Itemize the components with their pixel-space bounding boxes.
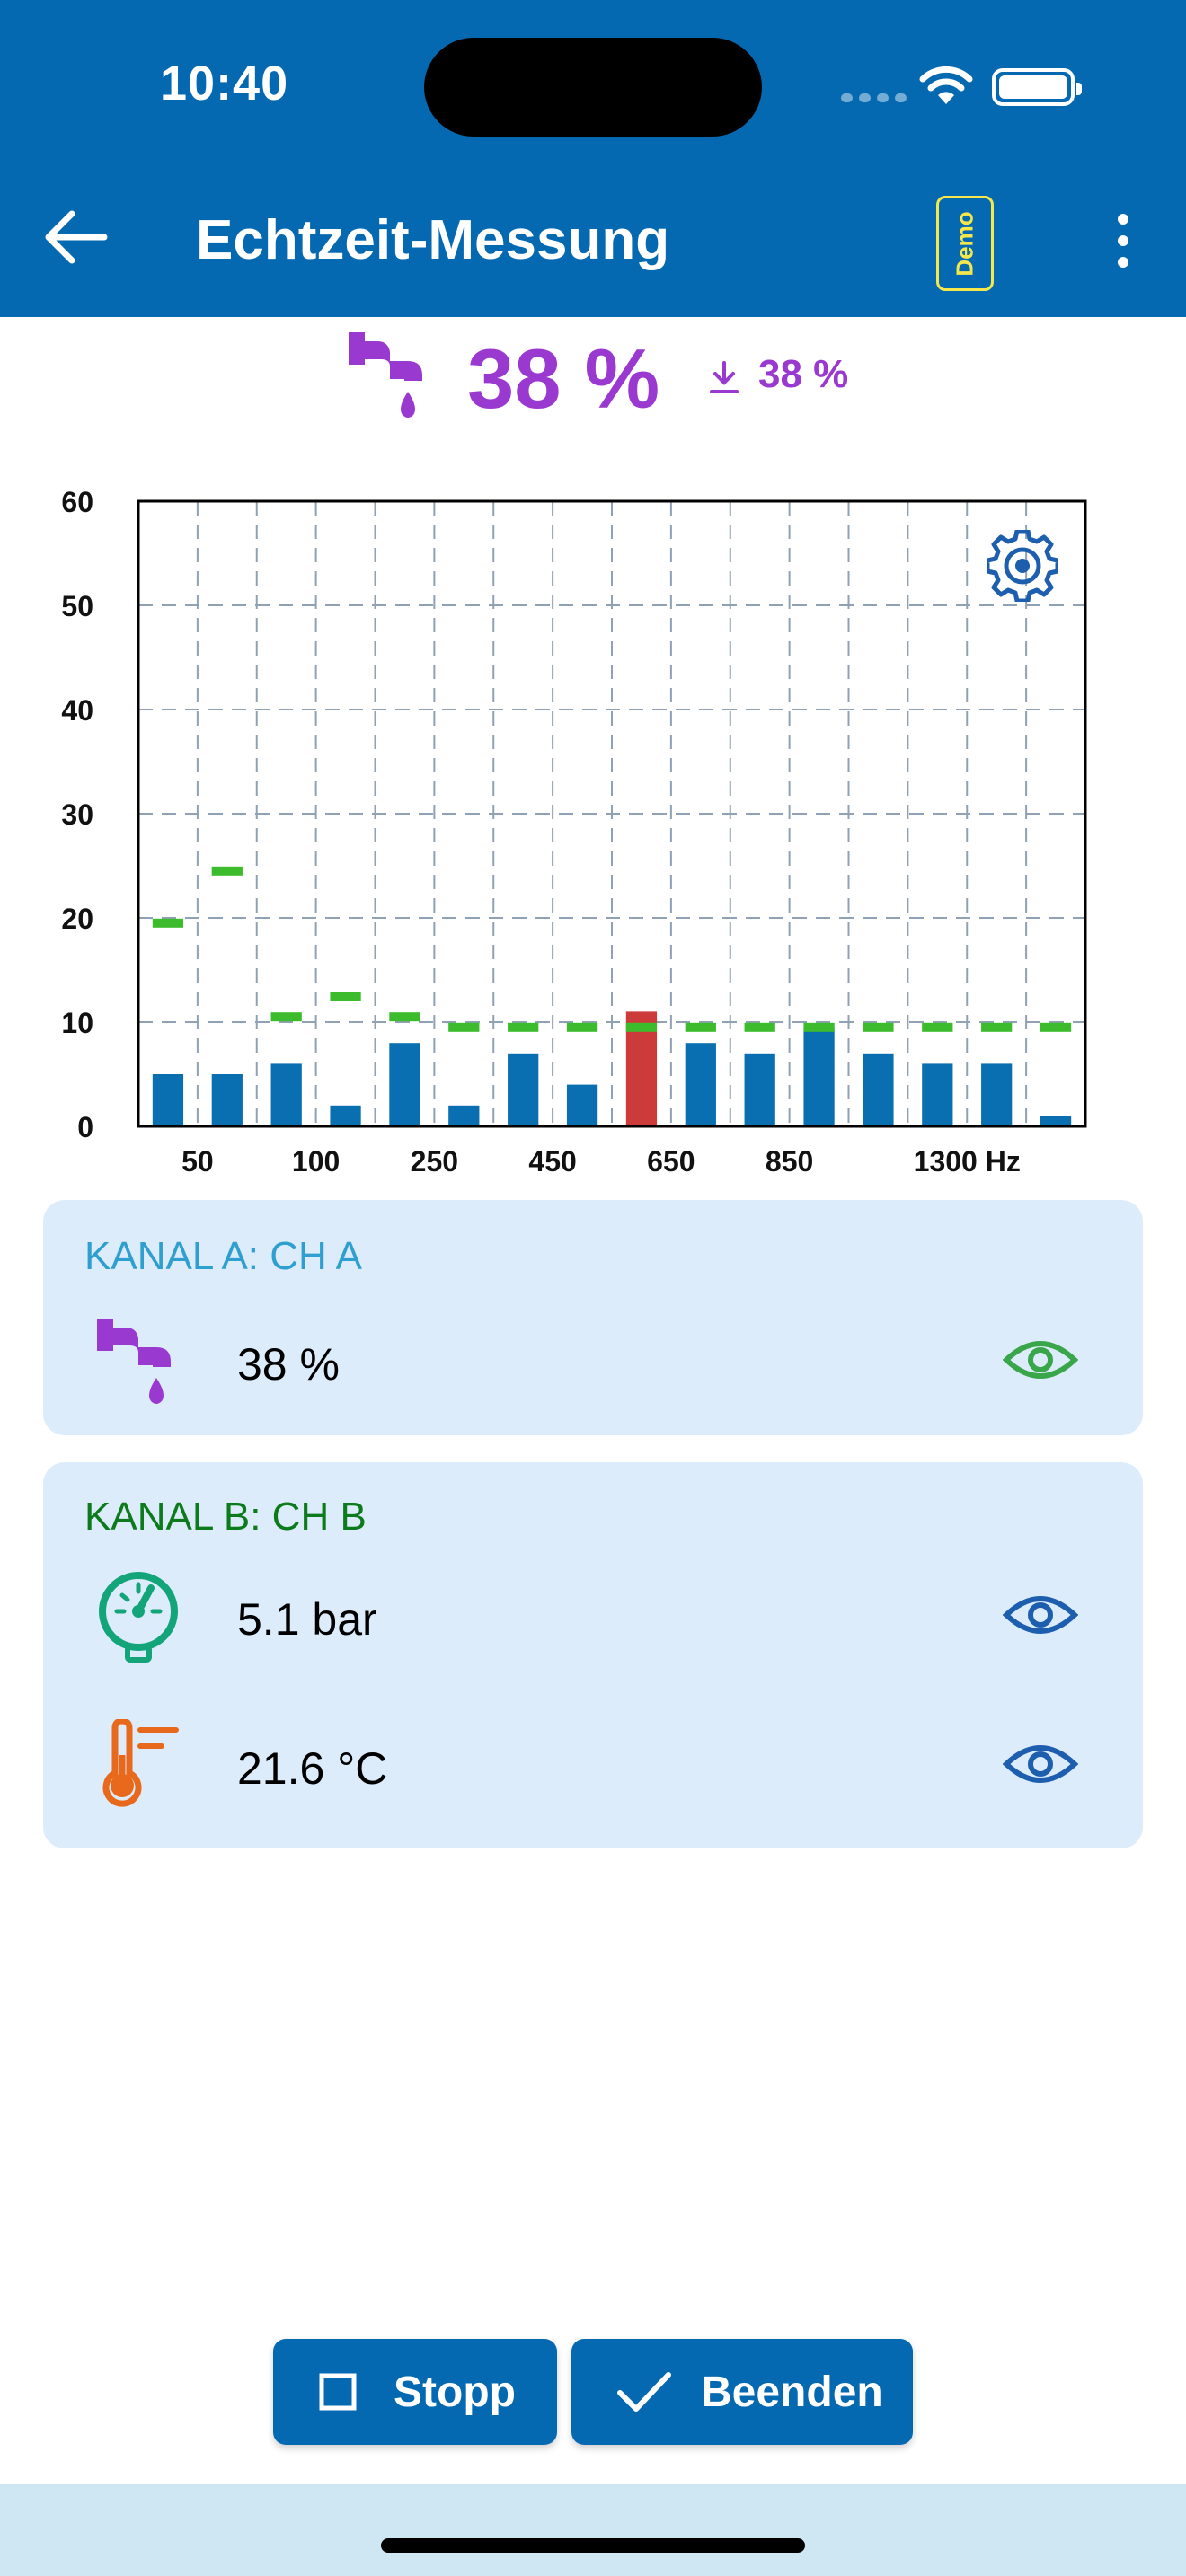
chart-settings-gear-icon[interactable] (987, 530, 1058, 602)
stop-button-label: Stopp (394, 2368, 516, 2416)
x-tick-label: 250 (411, 1145, 458, 1178)
threshold-marker (330, 992, 361, 1001)
frequency-chart: 0 10 20 30 40 50 60 50 100 250 450 650 850 1300 Hz (36, 485, 1150, 1186)
x-tick-label: 850 (766, 1145, 813, 1178)
stop-button[interactable]: Stopp (273, 2339, 557, 2445)
threshold-marker (863, 1022, 894, 1032)
y-tick-label: 50 (61, 590, 93, 622)
chart-bar (685, 1043, 716, 1126)
channel-b-temperature-value: 21.6 °C (237, 1743, 388, 1794)
threshold-marker (981, 1022, 1013, 1032)
chart-bar (211, 1074, 243, 1126)
chart-bar (1040, 1116, 1072, 1126)
wifi-icon (919, 66, 973, 104)
y-tick-label: 10 (61, 1007, 93, 1039)
chart-bar (744, 1053, 775, 1126)
visibility-eye-icon[interactable] (1003, 1737, 1078, 1791)
y-tick-label: 20 (61, 903, 93, 935)
pressure-gauge-icon (99, 1572, 178, 1663)
threshold-marker (685, 1022, 716, 1032)
channel-b-row-temperature: 21.6 °C (43, 1710, 1143, 1818)
check-icon (617, 2372, 671, 2412)
battery-icon (992, 68, 1082, 106)
x-tick-label: 650 (647, 1145, 695, 1178)
channel-b-pressure-value: 5.1 bar (237, 1594, 377, 1645)
x-tick-label: 1300 Hz (914, 1145, 1021, 1178)
chart-bar (330, 1105, 361, 1126)
bottom-bar (0, 2484, 1186, 2576)
chart-bar (508, 1053, 539, 1126)
demo-badge-label: Demo (951, 210, 978, 277)
more-menu-icon[interactable] (1105, 214, 1141, 268)
channel-a-value: 38 % (237, 1339, 340, 1389)
visibility-eye-icon[interactable] (1003, 1588, 1078, 1642)
threshold-marker (211, 866, 243, 876)
threshold-marker (508, 1022, 539, 1032)
channel-a-title: KANAL A: CH A (84, 1234, 362, 1278)
y-tick-label: 30 (61, 798, 93, 831)
chart-bar (922, 1063, 953, 1126)
x-tick-label: 50 (181, 1145, 214, 1178)
status-time: 10:40 (160, 57, 289, 110)
visibility-eye-icon[interactable] (1003, 1333, 1078, 1387)
threshold-marker (448, 1022, 480, 1032)
finish-button[interactable]: Beenden (571, 2339, 913, 2445)
chart-bar (803, 1027, 835, 1126)
chart-bar (566, 1084, 598, 1126)
threshold-marker (625, 1022, 658, 1032)
chart-frame (137, 499, 1087, 1128)
channel-a-card: KANAL A: CH A 38 % (43, 1200, 1143, 1435)
channel-b-row-pressure: 5.1 bar (43, 1561, 1143, 1669)
x-tick-label: 450 (528, 1145, 576, 1178)
chart-bar (448, 1105, 480, 1126)
x-tick-label: 100 (292, 1145, 340, 1178)
home-indicator (381, 2538, 805, 2553)
chart-bar (863, 1053, 894, 1126)
channel-a-row-leak: 38 % (43, 1306, 1143, 1414)
threshold-marker (744, 1022, 775, 1032)
cellular-signal-icon (841, 93, 907, 102)
demo-badge: Demo (936, 196, 994, 291)
min-value: 38 % (758, 352, 849, 396)
threshold-marker (152, 918, 184, 928)
app-header: 10:40 Echtzeit-Messung Demo (0, 0, 1186, 317)
threshold-marker (389, 1012, 420, 1022)
chart-bar (152, 1074, 184, 1126)
thermometer-icon (102, 1719, 179, 1807)
finish-button-label: Beenden (701, 2368, 883, 2416)
download-min-icon (710, 361, 739, 393)
leak-faucet-icon (349, 332, 422, 418)
dynamic-island (424, 38, 762, 137)
y-tick-label: 0 (77, 1111, 93, 1143)
back-arrow-icon[interactable] (40, 201, 111, 273)
chart-svg: 0 10 20 30 40 50 60 50 100 250 450 650 850 1300 Hz (61, 486, 1087, 1178)
chart-bar (981, 1063, 1013, 1126)
y-tick-label: 60 (61, 486, 93, 518)
current-value: 38 % (467, 331, 660, 426)
threshold-marker (566, 1022, 598, 1032)
threshold-marker (1040, 1022, 1072, 1032)
current-value-header: 38 % 38 % (0, 323, 1186, 431)
channel-b-title: KANAL B: CH B (84, 1495, 367, 1539)
channel-b-card: KANAL B: CH B 5.1 bar 21.6 °C (43, 1462, 1143, 1848)
threshold-marker (803, 1022, 835, 1032)
leak-faucet-icon (97, 1319, 171, 1404)
chart-bar (389, 1043, 420, 1126)
y-tick-label: 40 (61, 694, 93, 727)
stop-square-icon (319, 2373, 357, 2411)
chart-bar (270, 1063, 302, 1126)
page-title: Echtzeit-Messung (196, 209, 670, 271)
threshold-marker (270, 1012, 302, 1022)
threshold-marker (922, 1022, 953, 1032)
